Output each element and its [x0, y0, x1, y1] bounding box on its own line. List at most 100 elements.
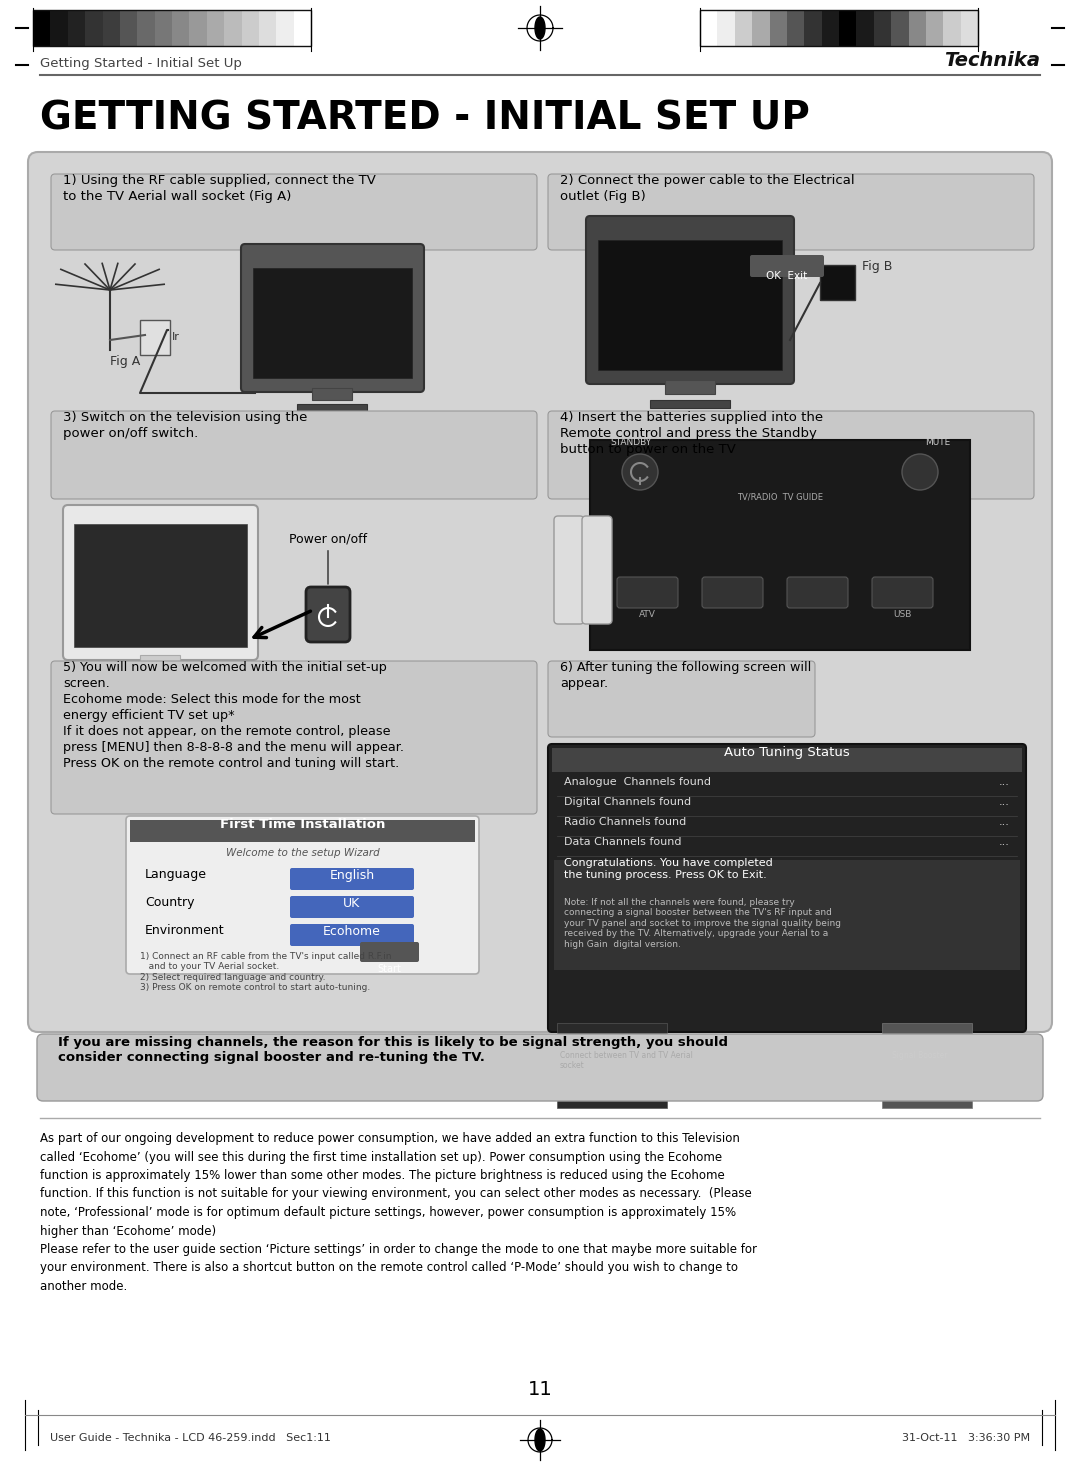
Text: Technika: Technika	[944, 52, 1040, 69]
Text: Country: Country	[145, 896, 194, 909]
FancyBboxPatch shape	[787, 577, 848, 608]
Text: 6) After tuning the following screen will
appear.: 6) After tuning the following screen wil…	[561, 661, 811, 689]
Text: MUTE: MUTE	[924, 438, 950, 447]
Bar	[700, 10, 717, 46]
Bar	[68, 10, 85, 46]
Bar	[242, 10, 259, 46]
Text: Congratulations. You have completed
the tuning process. Press OK to Exit.: Congratulations. You have completed the …	[564, 858, 773, 880]
Text: 2) Connect the power cable to the Electrical
outlet (Fig B): 2) Connect the power cable to the Electr…	[561, 174, 854, 204]
Text: Power on/off: Power on/off	[289, 531, 367, 584]
Bar	[189, 10, 206, 46]
Text: ...: ...	[999, 818, 1010, 827]
Bar	[700, 10, 978, 46]
Bar	[172, 10, 189, 46]
Text: Auto Tuning Status: Auto Tuning Status	[724, 745, 850, 759]
Bar	[75, 524, 247, 646]
FancyBboxPatch shape	[51, 410, 537, 499]
Bar	[120, 10, 137, 46]
Text: Note: If not all the channels were found, please try
connecting a signal booster: Note: If not all the channels were found…	[564, 897, 841, 949]
Bar	[960, 10, 978, 46]
Bar	[882, 1023, 972, 1108]
Bar	[85, 10, 103, 46]
FancyBboxPatch shape	[750, 255, 824, 277]
Bar	[665, 379, 715, 394]
Text: Welcome to the setup Wizard: Welcome to the setup Wizard	[226, 849, 379, 858]
Bar	[103, 10, 120, 46]
Text: Environment: Environment	[145, 924, 225, 937]
FancyBboxPatch shape	[554, 517, 584, 624]
Bar	[294, 10, 311, 46]
Bar	[752, 10, 769, 46]
Bar	[891, 10, 908, 46]
Bar	[787, 10, 805, 46]
FancyBboxPatch shape	[548, 174, 1034, 249]
Text: Fig B: Fig B	[862, 260, 892, 273]
Bar	[225, 10, 242, 46]
Text: UK: UK	[343, 897, 361, 911]
FancyBboxPatch shape	[360, 942, 419, 962]
FancyBboxPatch shape	[51, 661, 537, 813]
Bar	[312, 388, 352, 400]
Text: Ecohome: Ecohome	[323, 925, 381, 939]
Bar	[822, 10, 839, 46]
Bar	[557, 1023, 667, 1108]
Text: 31-Oct-11   3:36:30 PM: 31-Oct-11 3:36:30 PM	[902, 1433, 1030, 1444]
FancyBboxPatch shape	[28, 152, 1052, 1032]
Bar	[276, 10, 294, 46]
Bar	[33, 10, 51, 46]
Text: ATV: ATV	[638, 610, 656, 618]
Text: Analogue  Channels found: Analogue Channels found	[564, 776, 711, 787]
Bar	[926, 10, 943, 46]
Bar	[554, 861, 1020, 970]
Text: ...: ...	[999, 797, 1010, 807]
FancyBboxPatch shape	[51, 174, 537, 249]
Bar	[140, 655, 180, 666]
Bar	[943, 10, 960, 46]
Bar	[650, 400, 730, 407]
FancyBboxPatch shape	[291, 924, 414, 946]
Text: English: English	[329, 869, 375, 883]
Circle shape	[902, 455, 939, 490]
Text: Connect between TV and TV Aerial
socket: Connect between TV and TV Aerial socket	[561, 1051, 693, 1070]
Text: If you are missing channels, the reason for this is likely to be signal strength: If you are missing channels, the reason …	[58, 1036, 728, 1064]
Text: Start: Start	[377, 964, 401, 974]
Text: STANDBY: STANDBY	[610, 438, 651, 447]
FancyBboxPatch shape	[872, 577, 933, 608]
Bar	[874, 10, 891, 46]
Text: Signal Booster: Signal Booster	[892, 1051, 947, 1060]
Bar	[206, 10, 225, 46]
Text: Ir: Ir	[172, 332, 180, 342]
Bar	[552, 748, 1022, 772]
Bar	[734, 10, 752, 46]
Bar	[51, 10, 68, 46]
FancyBboxPatch shape	[617, 577, 678, 608]
Text: USB: USB	[893, 610, 912, 618]
Bar	[856, 10, 874, 46]
FancyBboxPatch shape	[291, 868, 414, 890]
Polygon shape	[535, 1429, 545, 1451]
FancyBboxPatch shape	[582, 517, 612, 624]
Text: Radio Channels found: Radio Channels found	[564, 818, 686, 827]
Bar	[820, 266, 855, 300]
FancyBboxPatch shape	[586, 215, 794, 384]
Text: GETTING STARTED - INITIAL SET UP: GETTING STARTED - INITIAL SET UP	[40, 100, 810, 137]
Bar	[33, 10, 311, 46]
Bar	[769, 10, 787, 46]
FancyBboxPatch shape	[63, 505, 258, 660]
Bar	[120, 667, 200, 675]
Text: 3) Switch on the television using the
power on/off switch.: 3) Switch on the television using the po…	[63, 410, 308, 440]
Bar	[590, 440, 970, 649]
Text: First Time Installation: First Time Installation	[220, 818, 386, 831]
Text: ...: ...	[999, 776, 1010, 787]
FancyBboxPatch shape	[548, 744, 1026, 1032]
FancyBboxPatch shape	[548, 661, 815, 737]
Text: Digital Channels found: Digital Channels found	[564, 797, 691, 807]
Text: 1) Connect an RF cable from the TV's input called R.F.in
   and to your TV Aeria: 1) Connect an RF cable from the TV's inp…	[140, 952, 391, 992]
Bar	[253, 269, 411, 378]
Text: User Guide - Technika - LCD 46-259.indd   Sec1:11: User Guide - Technika - LCD 46-259.indd …	[50, 1433, 330, 1444]
Text: Fig A: Fig A	[110, 356, 140, 368]
Bar	[717, 10, 734, 46]
Text: As part of our ongoing development to reduce power consumption, we have added an: As part of our ongoing development to re…	[40, 1132, 757, 1293]
FancyBboxPatch shape	[702, 577, 762, 608]
FancyBboxPatch shape	[126, 816, 480, 974]
